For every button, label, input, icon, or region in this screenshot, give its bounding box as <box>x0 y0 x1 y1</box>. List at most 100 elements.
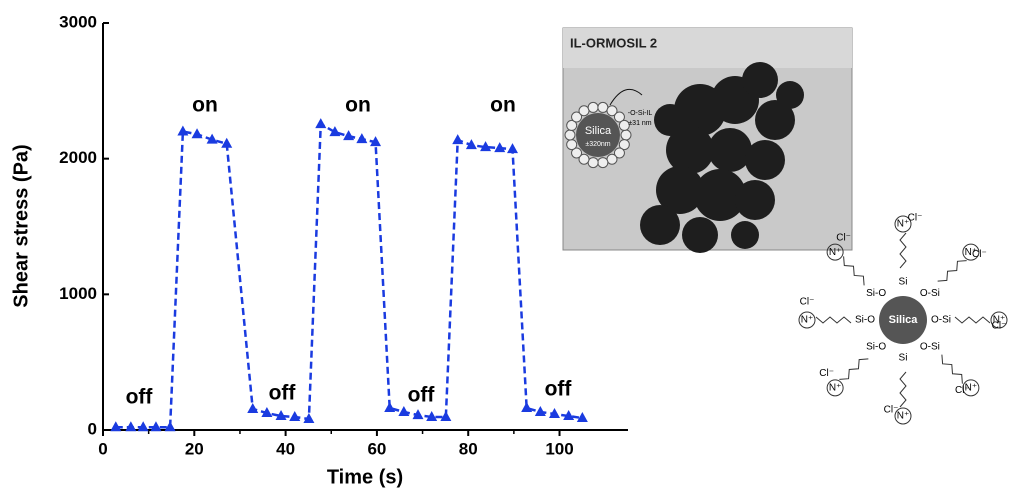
marker <box>480 141 492 152</box>
shell-bead <box>597 101 609 113</box>
marker <box>329 126 341 137</box>
mol-cation: N⁺ <box>965 247 978 258</box>
x-tick-label: 0 <box>98 439 107 458</box>
particle <box>640 205 680 245</box>
marker <box>521 402 533 413</box>
mol-counterion: Cl⁻ <box>819 368 834 379</box>
y-axis-title: Shear stress (Pa) <box>10 144 32 307</box>
shell-label: -O-Si-IL <box>628 110 653 117</box>
shell-bead <box>606 105 618 117</box>
shell-bead <box>620 129 632 141</box>
annotation: off <box>269 382 297 405</box>
mol-cation: N⁺ <box>829 247 842 258</box>
marker <box>289 410 301 421</box>
core <box>576 113 620 157</box>
marker <box>465 139 477 150</box>
mol-ring <box>798 311 816 329</box>
particle <box>745 140 785 180</box>
mol-counterion: Cl⁻ <box>800 297 815 308</box>
marker <box>452 134 464 145</box>
mol-link: Si <box>899 277 908 288</box>
shell-bead <box>571 147 583 159</box>
mol-link: O-Si <box>920 288 940 299</box>
particle <box>654 104 686 136</box>
mol-core <box>879 296 927 344</box>
y-tick-label: 2000 <box>59 148 97 167</box>
mol-chain <box>937 260 967 282</box>
mol-counterion: Cl⁻ <box>992 321 1007 332</box>
y-tick-label: 3000 <box>59 12 97 31</box>
shell-bead <box>613 111 625 123</box>
y-tick-label: 1000 <box>59 284 97 303</box>
mol-chain <box>899 232 907 269</box>
shell-size: ±31 nm <box>628 120 651 127</box>
annotation: on <box>192 94 218 117</box>
core-size: ±320nm <box>585 141 610 148</box>
mol-ring <box>962 243 980 261</box>
tem-inset: IL-ORMOSIL 2 Silica ±320nm -O-Si-IL ±31 nm <box>562 27 853 253</box>
marker <box>150 421 162 432</box>
x-tick-label: 20 <box>185 439 204 458</box>
marker <box>110 421 122 432</box>
mol-ring <box>894 215 912 233</box>
mol-counterion: Cl⁻ <box>884 405 899 416</box>
marker <box>494 142 506 153</box>
shell-bead <box>618 119 630 131</box>
marker <box>275 410 287 421</box>
mol-counterion: Cl⁻ <box>908 213 923 224</box>
mol-link: Si <box>899 353 908 364</box>
marker <box>221 137 233 148</box>
mol-cation: N⁺ <box>801 315 814 326</box>
marker <box>247 402 259 413</box>
annotation: on <box>345 94 371 117</box>
mol-ring <box>990 311 1008 329</box>
shell-bead <box>597 157 609 169</box>
mol-counterion: Cl⁻ <box>972 249 987 260</box>
particle <box>666 126 714 174</box>
mol-core-label: Silica <box>889 314 919 326</box>
mol-cation: N⁺ <box>829 383 842 394</box>
x-tick-label: 80 <box>459 439 478 458</box>
marker <box>576 412 588 423</box>
marker <box>426 410 438 421</box>
mol-ring <box>826 243 844 261</box>
particle <box>731 221 759 249</box>
mol-link: Si-O <box>855 315 875 326</box>
mol-counterion: Cl⁻ <box>955 385 970 396</box>
marker <box>356 133 368 144</box>
mol-link: O-Si <box>931 315 951 326</box>
marker <box>549 407 560 418</box>
mol-chain <box>899 371 907 408</box>
shell-bead <box>578 105 590 117</box>
marker <box>303 413 315 424</box>
mol-ring <box>894 407 912 425</box>
marker <box>343 130 355 141</box>
marker <box>177 125 189 136</box>
mol-chain <box>954 316 991 324</box>
shell-bead <box>566 139 578 151</box>
mol-cation: N⁺ <box>897 219 910 230</box>
mol-chain <box>843 256 865 286</box>
mol-chain <box>839 358 869 380</box>
particle <box>735 180 775 220</box>
mol-link: O-Si <box>920 342 940 353</box>
mol-chain <box>941 354 963 384</box>
mol-cation: N⁺ <box>965 383 978 394</box>
x-tick-label: 60 <box>367 439 386 458</box>
inset-title: IL-ORMOSIL 2 <box>570 35 657 50</box>
mol-ring <box>826 379 844 397</box>
mol-ring <box>962 379 980 397</box>
shell-bead <box>587 157 599 169</box>
particle <box>656 166 704 214</box>
x-tick-label: 40 <box>276 439 295 458</box>
mol-chain <box>815 316 852 324</box>
mol-cation: N⁺ <box>993 315 1006 326</box>
core-label: Silica <box>585 125 612 137</box>
annotation: on <box>490 94 516 117</box>
inset-band <box>563 28 852 68</box>
annotation: off <box>126 386 154 409</box>
annotation: off <box>408 384 436 407</box>
mol-cation: N⁺ <box>897 411 910 422</box>
y-tick-label: 0 <box>88 419 97 438</box>
